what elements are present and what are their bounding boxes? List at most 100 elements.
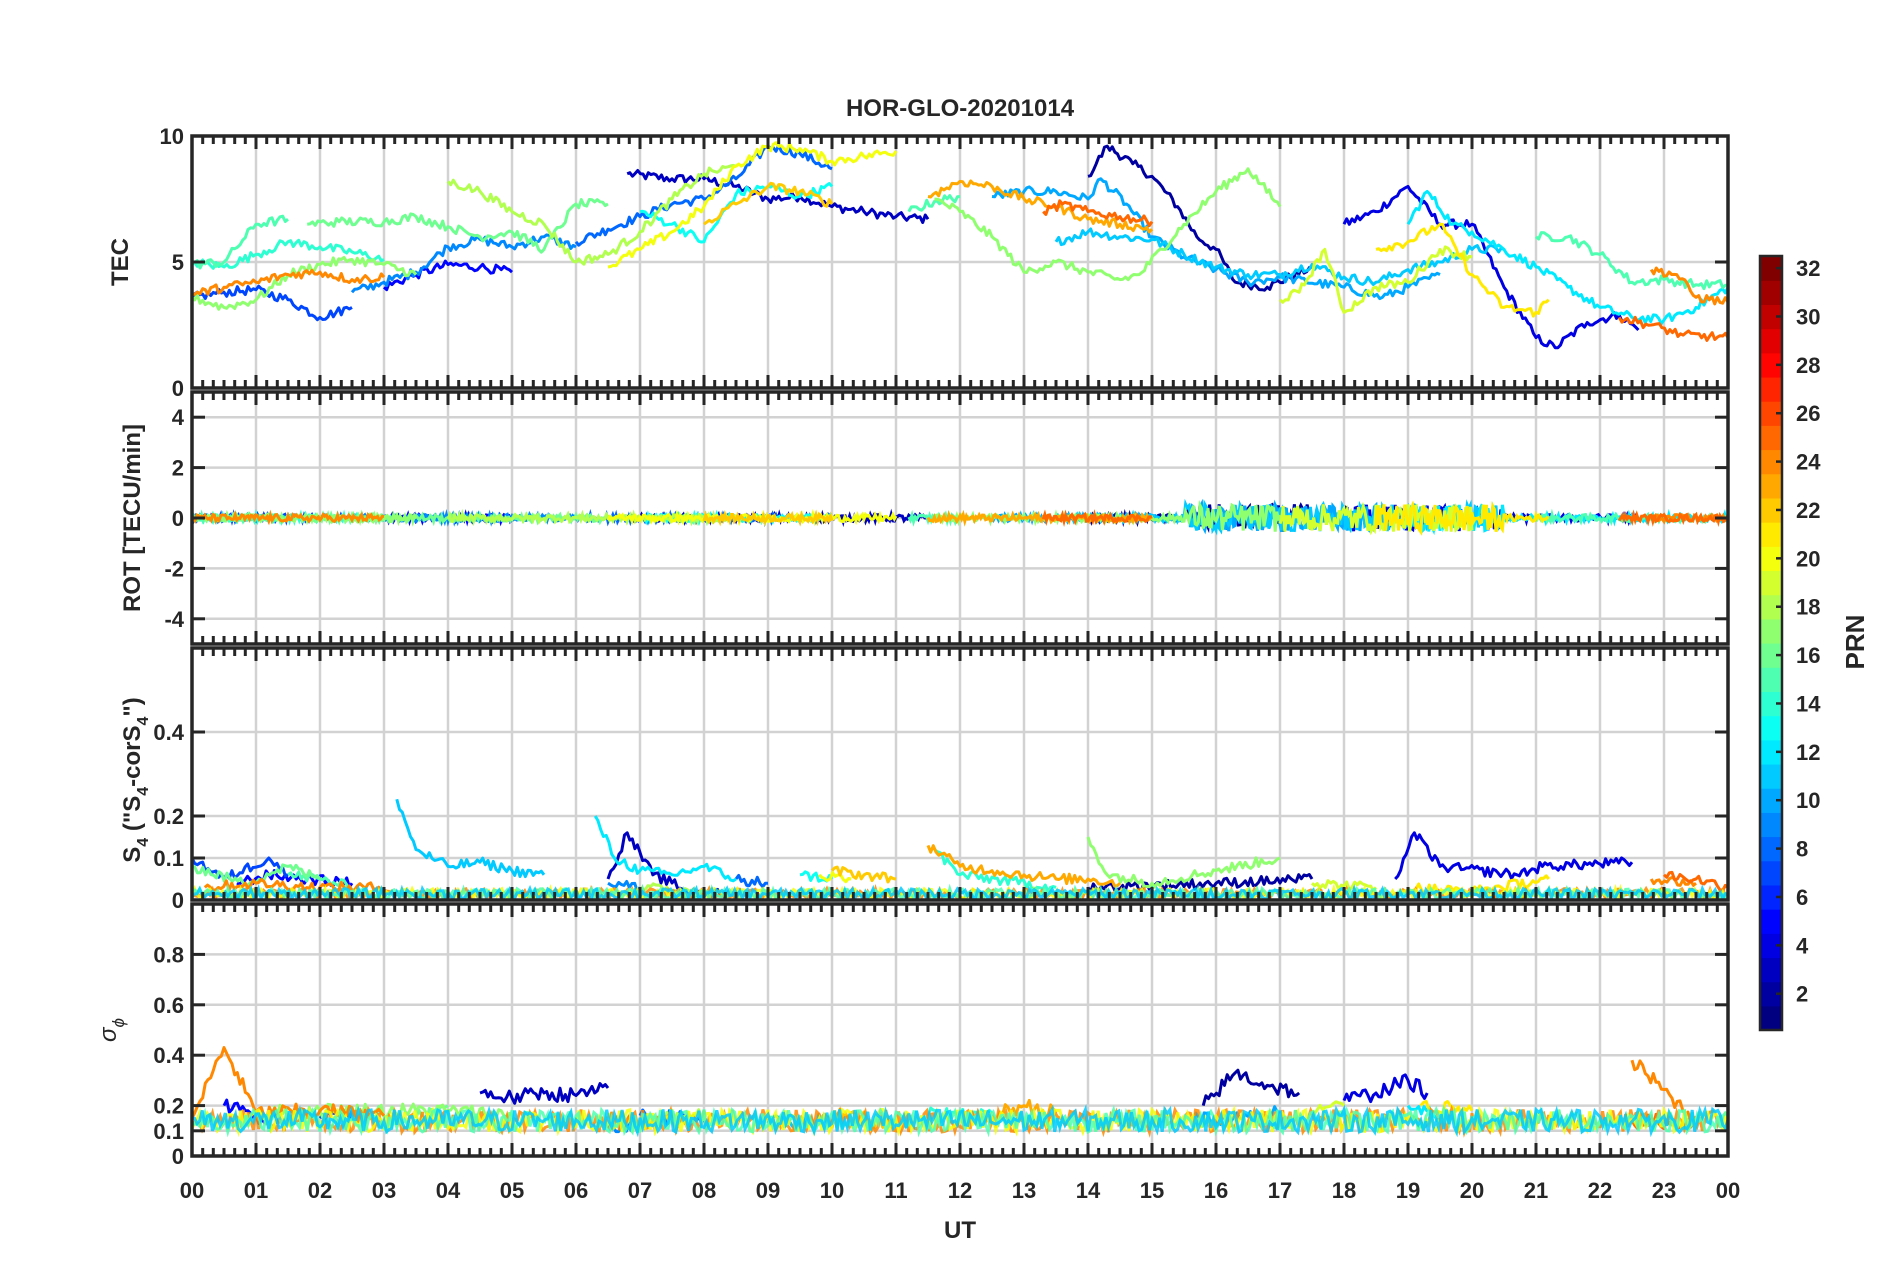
colorbar-segment [1760,497,1782,523]
y-tick-label-tec: 10 [160,124,184,149]
x-tick-label: 07 [628,1178,652,1203]
colorbar-segment [1760,763,1782,789]
y-tick-label-rot: 0 [172,506,184,531]
colorbar-tick-label: 30 [1796,304,1820,329]
tec-series-prn-22 [703,181,834,226]
tec-series-prn-3 [626,169,930,224]
colorbar-tick-label: 6 [1796,885,1808,910]
ylabel-rot: ROT [TECU/min] [119,424,146,612]
panel-s4: 0 0.1 0.2 0.4 [153,646,1730,913]
colorbar-segment [1760,812,1782,838]
colorbar-segment [1760,304,1782,330]
colorbar-segment [1760,280,1782,305]
y-tick-label-sigma: 0 [172,1144,184,1169]
x-tick-label: 18 [1332,1178,1356,1203]
y-tick-label-tec: 5 [172,250,184,275]
ylabel-rot-text: ROT [TECU/min] [119,424,146,612]
y-tick-label-rot: 4 [172,405,185,430]
y-tick-label-s4: 0.1 [153,846,184,871]
s4-series-prn-8 [734,873,769,889]
tec-series-prn-20 [607,141,898,269]
tec-series-prn-16 [307,198,609,254]
colorbar-segment [1760,909,1782,934]
colorbar-segment [1760,860,1782,886]
sigma-series-prn-19 [1310,1100,1345,1115]
tec-series-prn-13 [639,182,834,244]
tec-series-prn-4 [1342,184,1640,350]
x-tick-labels: 00 01 02 03 04 05 06 07 08 09 10 11 12 13 14 15 16 17 18 19… [180,1178,1740,1203]
x-tick-label: 22 [1588,1178,1612,1203]
ylabel-sigma: σϕ [95,1018,128,1042]
ylabel-tec-text: TEC [107,238,134,286]
colorbar-tick-label: 18 [1796,595,1820,620]
colorbar-segment [1760,836,1782,862]
tec-series-prn-25 [1042,199,1728,342]
colorbar-tick-label: 14 [1796,691,1821,716]
x-ticks-rot [190,392,1730,644]
colorbar-segment [1760,691,1782,717]
x-tick-label: 09 [756,1178,780,1203]
x-tick-label: 00 [1716,1178,1740,1203]
tec-series-prn-18 [446,163,737,266]
x-tick-label: 10 [820,1178,844,1203]
x-tick-label: 01 [244,1178,268,1203]
tec-series-prn-21 [1375,222,1550,318]
colorbar-tick-label: 20 [1796,546,1820,571]
colorbar-segment [1760,522,1782,547]
x-ticks-tec [190,136,1730,388]
colorbar-segment [1760,352,1782,378]
s4-series-prn-17 [1086,836,1281,889]
colorbar-tick-label: 12 [1796,740,1820,765]
x-tick-label: 11 [884,1178,907,1203]
colorbar-label: PRN [1840,615,1870,670]
colorbar-segment [1760,546,1782,572]
x-axis-label: UT [944,1217,976,1244]
s4-series-prn-23 [926,844,1122,888]
ylabel-sigma-text: σϕ [95,1018,128,1042]
colorbar-segment [1760,739,1782,765]
x-tick-label: 15 [1140,1178,1164,1203]
x-tick-label: 14 [1076,1178,1101,1203]
colorbar-tick-label: 28 [1796,353,1820,378]
sigma-noise-prn-11 [192,1103,1728,1138]
y-tick-label-sigma: 0.2 [153,1094,184,1119]
x-tick-label: 13 [1012,1178,1036,1203]
ylabel-tec: TEC [107,238,134,286]
x-ticks-s4 [190,648,1730,900]
colorbar-segment [1760,1005,1782,1031]
x-tick-label: 23 [1652,1178,1676,1203]
y-tick-label-rot: 2 [172,456,184,481]
y-tick-label-sigma: 0.8 [153,942,184,967]
tec-series-prn-11 [1054,227,1505,286]
colorbar-segment [1760,256,1782,281]
x-tick-label: 19 [1396,1178,1420,1203]
colorbar-tick-label: 4 [1796,933,1809,958]
x-tick-label: 00 [180,1178,204,1203]
colorbar-segment [1760,643,1782,668]
series-group-tec [192,141,1728,350]
sigma-series-prn-4 [1342,1073,1429,1104]
y-tick-label-s4: 0.2 [153,804,184,829]
tec-series-prn-5 [383,259,513,292]
series-group-rot [192,498,1728,536]
sigma-series-prn-3 [479,1082,610,1105]
tec-series-prn-19 [1278,245,1473,314]
x-tick-label: 20 [1460,1178,1484,1203]
s4-series-prn-11 [395,798,546,879]
x-tick-label: 03 [372,1178,396,1203]
x-ticks-sigma [190,904,1730,1156]
y-tick-label-sigma: 0.4 [153,1043,184,1068]
y-tick-label-rot: -4 [164,607,184,632]
colorbar-tick-label: 32 [1796,256,1820,281]
colorbar-segment [1760,376,1782,402]
s4-series-prn-12 [593,815,737,883]
y-tick-label-sigma: 0.6 [153,993,184,1018]
x-tick-label: 12 [948,1178,972,1203]
s4-series-prn-25 [1662,870,1728,893]
series-group-sigma [192,1046,1728,1138]
colorbar-segment [1760,618,1782,644]
s4-series-prn-4 [1394,831,1634,881]
tec-series-prn-14 [192,238,385,270]
colorbar-segment [1760,425,1782,451]
